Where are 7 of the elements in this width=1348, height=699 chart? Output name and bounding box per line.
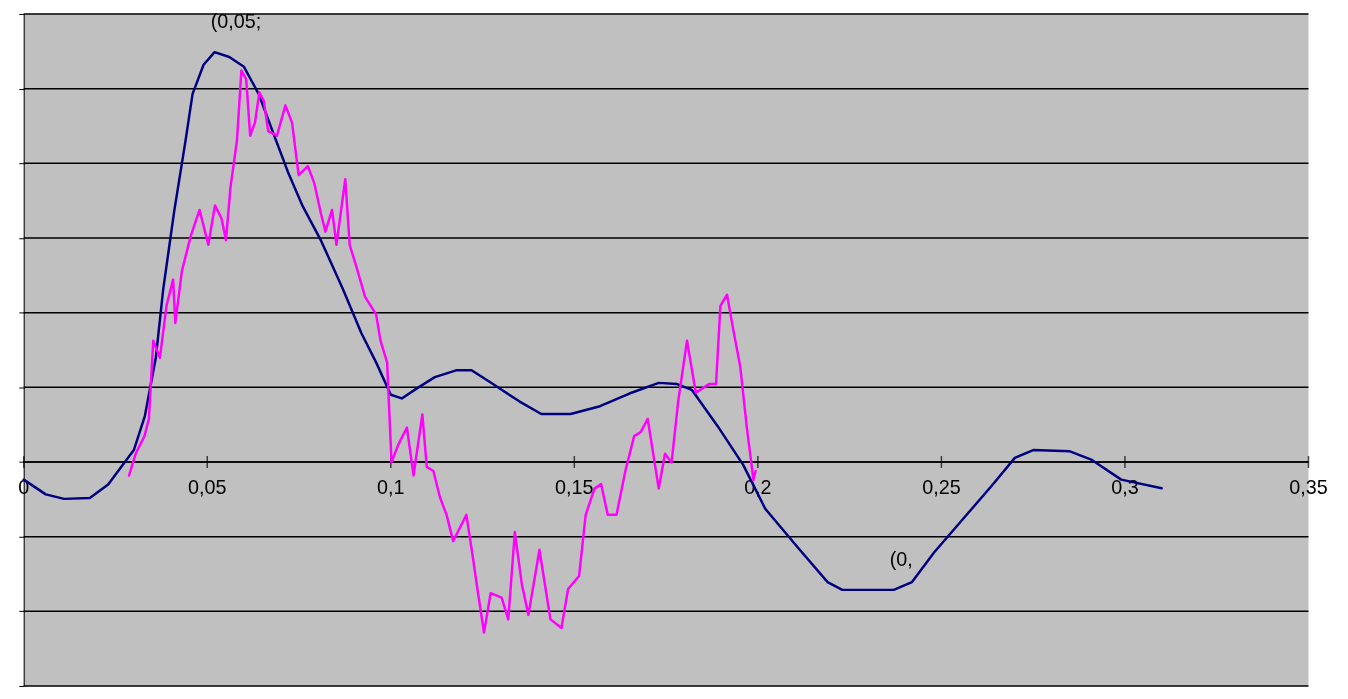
x-tick-label: 0,15 <box>555 475 594 498</box>
annotation: (0,05; <box>210 10 262 33</box>
x-tick-label: 0,05 <box>188 475 227 498</box>
x-tick-label: 0,1 <box>377 475 405 498</box>
x-tick-label: 0,25 <box>922 475 961 498</box>
x-tick-label: 0,35 <box>1289 475 1328 498</box>
annotation: (0, <box>889 548 913 571</box>
